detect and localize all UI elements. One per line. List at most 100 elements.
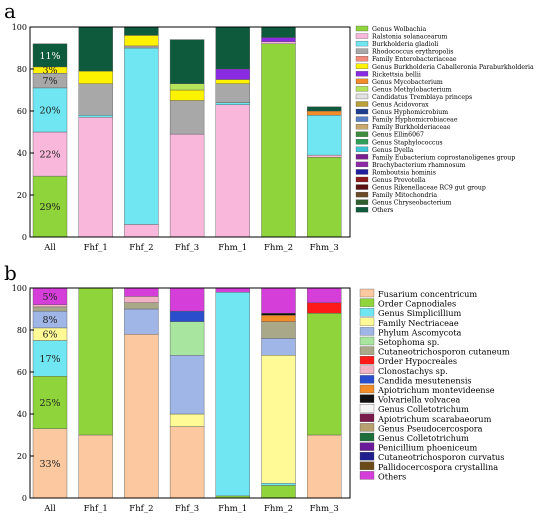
- x-tick-label-a-fhm-1: Fhm_1: [218, 243, 247, 253]
- bar-segment-b-fhm-3-others: [307, 287, 342, 303]
- bar-segment-a-fhm-3-others: [307, 106, 342, 112]
- legend-label-a-22: Family Mitochondria: [372, 192, 437, 199]
- bar-segment-b-fhm-2-cutaneotrichosporon-cutaneum: [261, 321, 296, 339]
- bar-segment-b-fhm-1-others: [215, 287, 251, 293]
- bar-segment-a-fhf-3-others: [169, 39, 205, 84]
- legend-label-a-23: Genus Chryseobacterium: [372, 200, 452, 207]
- legend-swatch-a-13: [355, 124, 369, 130]
- bar-segment-b-fhf-2-phylum-ascomycota: [124, 308, 159, 335]
- plot-frame-b: [29, 287, 351, 499]
- bar-segment-a-fhm-2-ralstonia-solanacearum: [261, 41, 296, 45]
- legend-swatch-b-14: [359, 423, 375, 432]
- bar-segment-b-all-fusarium-concentricum: [32, 428, 68, 499]
- bar-segment-b-fhf-3-others: [169, 287, 205, 312]
- legend-swatch-a-22: [355, 191, 369, 198]
- legend-swatch-b-12: [359, 404, 375, 413]
- legend-swatch-b-5: [359, 336, 375, 346]
- legend-swatch-a-12: [355, 116, 369, 122]
- data-label-b-phylum-ascomycota: 8%: [42, 315, 57, 326]
- legend-swatch-b-15: [359, 432, 375, 442]
- legend-label-b-11: Volvariella volvacea: [377, 395, 460, 405]
- bar-segment-a-all-genus-wolbachia: [32, 175, 68, 238]
- legend-label-b-9: Candida mesutenensis: [378, 375, 472, 385]
- legend-swatch-a-15: [355, 139, 369, 145]
- legend-swatch-b-7: [359, 356, 375, 365]
- legend-swatch-a-7: [355, 78, 369, 84]
- x-tick-label-a-fhf-3: Fhf_3: [175, 243, 199, 253]
- bar-segment-b-fhm-2-genus-simplicillium: [261, 483, 296, 486]
- legend-swatch-a-23: [355, 199, 369, 205]
- legend-label-a-24: Others: [372, 207, 393, 214]
- bar-segment-b-fhm-2-order-capnodiales: [261, 485, 296, 499]
- legend-label-a-14: Genus Ellin6067: [372, 132, 424, 139]
- bar-segment-a-fhm-3-ralstonia-solanacearum: [307, 154, 342, 158]
- legend-swatch-a-6: [355, 71, 369, 77]
- bar-segment-a-fhf-3-genus-methylobacterium: [169, 83, 205, 91]
- legend-swatch-b-19: [359, 471, 375, 480]
- legend-label-b-16: Penicillium phoeniceum: [378, 443, 477, 453]
- bar-segment-b-fhf-2-cutaneotrichosporon-cutaneum: [124, 302, 159, 310]
- bar-segment-b-all-clonostachys-sp: [32, 304, 68, 308]
- data-label-a-others: 11%: [39, 51, 60, 62]
- bar-segment-a-fhf-2-genus-burkholderia-caballeronia-paraburkholderia: [124, 35, 159, 47]
- bar-segment-a-fhf-1-burkholderia-gladioli: [78, 114, 113, 118]
- legend-label-b-18: Pallidocercospora crystallina: [378, 462, 498, 472]
- bar-segment-a-fhm-2-others: [261, 26, 296, 38]
- x-tick-label-b-fhf-3: Fhf_3: [175, 504, 199, 514]
- legend-swatch-b-13: [359, 413, 375, 422]
- bar-segment-b-fhm-2-others: [261, 287, 296, 314]
- bar-segment-b-fhf-2-fusarium-concentricum: [124, 334, 159, 499]
- bar-segment-b-fhm-2-apiotrichum-montevideense: [261, 315, 296, 322]
- y-tick-label-a-40: 40: [17, 149, 27, 158]
- y-tick-label-b-20: 20: [17, 452, 27, 461]
- y-tick-label-b-60: 60: [17, 368, 27, 377]
- bar-segment-b-fhm-3-order-hypocreales: [307, 302, 342, 314]
- legend-label-a-21: Genus Rikenellaceae RC9 gut group: [372, 185, 486, 192]
- legend-label-b-8: Clonostachys sp.: [378, 366, 448, 376]
- x-tick-label-b-fhm-3: Fhm_3: [310, 504, 339, 514]
- legend-swatch-a-10: [355, 101, 369, 107]
- legend-label-a-4: Family Enterobacteriaceae: [372, 56, 457, 63]
- bar-segment-b-fhf-3-phylum-ascomycota: [169, 355, 205, 415]
- bar-segment-a-all-others: [32, 43, 68, 68]
- legend-swatch-b-18: [359, 461, 375, 470]
- data-label-b-order-capnodiales: 25%: [39, 398, 60, 409]
- x-tick-label-b-fhf-2: Fhf_2: [129, 504, 153, 514]
- legend-label-b-3: Family Nectriaceae: [378, 318, 459, 328]
- legend-label-b-0: Fusarium concentricum: [378, 289, 477, 299]
- bar-segment-a-fhm-3-genus-wolbachia: [307, 156, 342, 238]
- legend-label-a-1: Ralstonia solanacearum: [372, 34, 447, 41]
- x-tick-label-a-fhm-3: Fhm_3: [310, 243, 339, 253]
- legend-swatch-b-10: [359, 384, 375, 394]
- bar-segment-a-fhm-1-ralstonia-solanacearum: [215, 104, 251, 238]
- legend-swatch-a-5: [355, 63, 369, 69]
- legend-swatch-b-16: [359, 442, 375, 451]
- bar-segment-a-fhf-1-rhodococcus-erythropolis: [78, 83, 113, 116]
- bar-segment-a-fhf-2-burkholderia-gladioli: [124, 47, 159, 225]
- bar-segment-a-all-ralstonia-solanacearum: [32, 131, 68, 177]
- legend-swatch-a-1: [355, 33, 369, 39]
- legend-label-a-7: Genus Mycobacterium: [372, 79, 443, 86]
- bar-segment-b-fhf-2-others: [124, 287, 159, 297]
- x-tick-label-a-fhf-2: Fhf_2: [129, 243, 153, 253]
- legend-swatch-b-11: [359, 394, 375, 403]
- data-label-b-family-nectriaceae: 6%: [42, 330, 57, 341]
- legend-label-b-6: Cutaneotrichosporon cutaneum: [378, 347, 510, 357]
- bar-segment-b-fhf-3-fusarium-concentricum: [169, 426, 205, 499]
- bar-segment-b-fhf-3-setophoma-sp: [169, 321, 205, 356]
- legend-label-b-15: Genus Colletotrichum: [378, 433, 469, 443]
- legend-label-b-14: Genus Pseudocercospora: [378, 423, 483, 433]
- y-tick-label-b-80: 80: [17, 326, 27, 335]
- bar-segment-b-all-genus-simplicillium: [32, 340, 68, 377]
- y-tick-label-b-0: 0: [22, 494, 27, 503]
- x-tick-label-a-fhf-1: Fhf_1: [84, 243, 108, 253]
- bar-segment-a-fhf-1-genus-burkholderia-caballeronia-paraburkholderia: [78, 70, 113, 84]
- legend-label-a-13: Family Burkholderiaceae: [372, 124, 451, 131]
- legend-swatch-a-16: [355, 146, 369, 152]
- y-tick-label-a-0: 0: [22, 233, 27, 242]
- legend-label-a-3: Rhodococcus erythropolis: [372, 49, 453, 56]
- bar-segment-a-fhf-1-ralstonia-solanacearum: [78, 117, 113, 238]
- legend-label-a-20: Genus Prevotella: [372, 177, 426, 184]
